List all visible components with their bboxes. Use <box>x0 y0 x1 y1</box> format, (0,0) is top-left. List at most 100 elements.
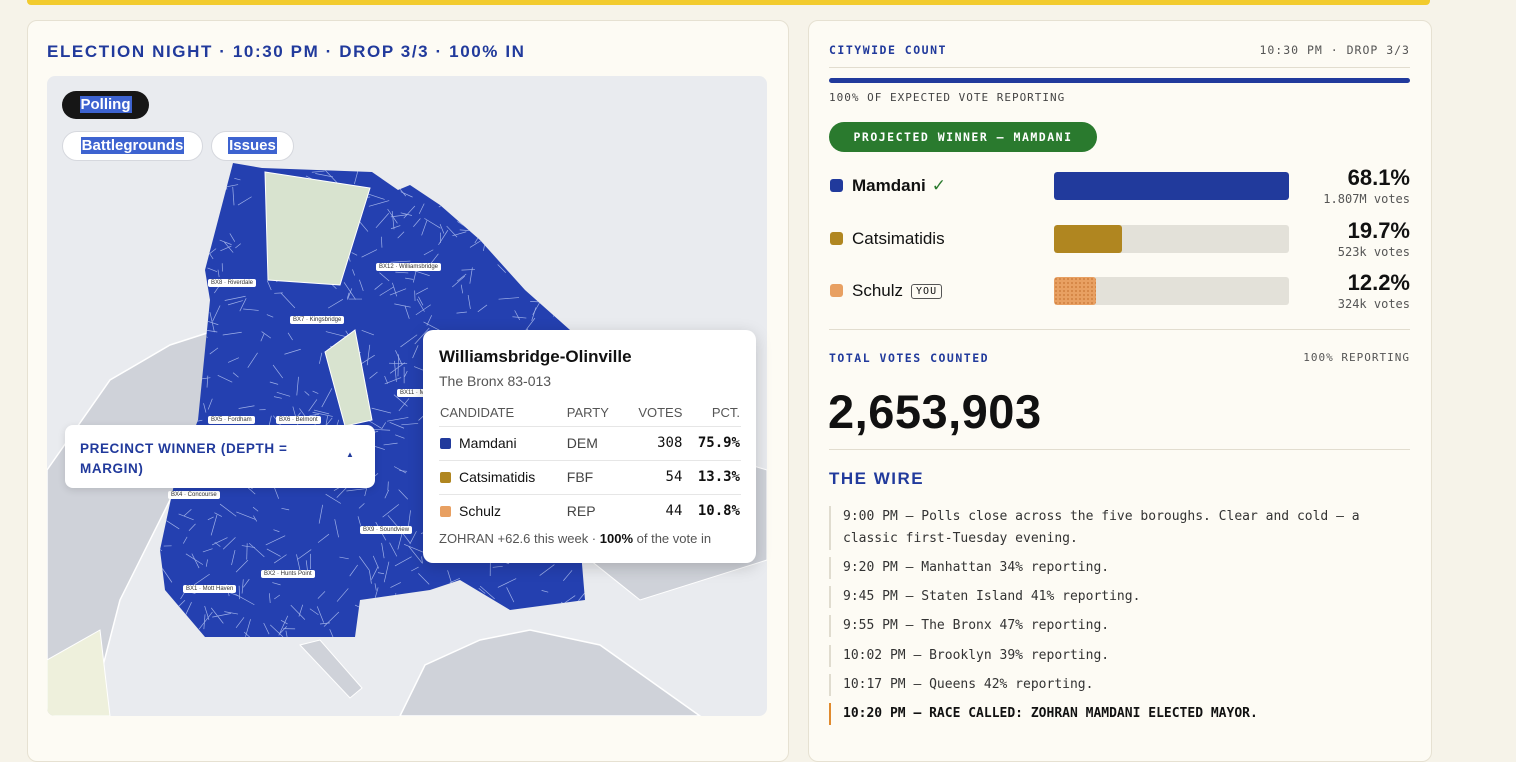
district-label: BX5 · Fordham <box>208 416 255 424</box>
precinct-edge <box>546 172 547 183</box>
divider <box>829 329 1410 330</box>
precinct-edge <box>203 166 217 180</box>
pct: 12.2% <box>1348 270 1410 296</box>
precinct-edge <box>631 323 643 326</box>
wire-item-called: 10:20 PM — RACE CALLED: ZOHRAN MAMDANI E… <box>829 703 1403 725</box>
layer-select-label: PRECINCT WINNER (DEPTH = MARGIN) <box>80 439 330 479</box>
precinct-edge <box>415 645 423 663</box>
precinct-edge <box>427 172 433 182</box>
precinct-edge <box>539 288 551 292</box>
precinct-edge <box>631 211 632 231</box>
precinct-edge <box>496 625 505 631</box>
precinct-edge <box>502 167 512 171</box>
tab-battlegrounds[interactable]: Battlegrounds <box>62 131 203 161</box>
precinct-edge <box>541 284 558 291</box>
precinct-edge <box>214 161 233 171</box>
precinct-edge <box>190 197 196 200</box>
district-label: BX6 · Belmont <box>276 416 321 424</box>
precinct-edge <box>414 650 417 667</box>
precinct-edge <box>395 618 399 631</box>
precinct-edge <box>186 269 199 276</box>
precinct-edge <box>595 175 604 185</box>
precinct-edge <box>402 629 411 634</box>
precinct-edge <box>226 177 227 190</box>
precinct-edge <box>625 273 628 283</box>
precinct-edge <box>544 241 565 245</box>
divider <box>829 449 1410 450</box>
precinct-edge <box>485 161 498 171</box>
col: VOTES <box>623 400 683 426</box>
votes: 324k votes <box>1338 297 1410 311</box>
candidate-cell: Schulz <box>439 494 566 528</box>
precinct-edge <box>590 223 599 226</box>
precinct-edge <box>640 163 655 168</box>
divider <box>829 67 1410 68</box>
precinct-edge <box>532 172 536 186</box>
wire-item: 9:55 PM — The Bronx 47% reporting. <box>829 615 1403 637</box>
precinct-edge <box>453 595 462 602</box>
precinct-edge <box>508 201 528 205</box>
precinct-edge <box>586 257 604 261</box>
precinct-edge <box>412 617 427 633</box>
precinct-edge <box>501 213 515 225</box>
tab-issues[interactable]: Issues <box>211 131 294 161</box>
precinct-edge <box>610 223 618 239</box>
pct: 68.1% <box>1348 165 1410 191</box>
total-votes: 2,653,903 <box>828 384 1042 439</box>
precinct-edge <box>152 327 156 332</box>
precinct-edge <box>175 161 183 164</box>
col: CANDIDATE <box>439 400 566 426</box>
precinct-edge <box>150 180 171 186</box>
precinct-edge <box>649 268 653 280</box>
page: ELECTION NIGHT · 10:30 PM · DROP 3/3 · 1… <box>0 0 1516 735</box>
precinct-edge <box>602 586 604 600</box>
precinct-edge <box>637 247 643 249</box>
precinct-edge <box>639 642 644 647</box>
tooltip: Williamsbridge-Olinville The Bronx 83-01… <box>423 330 756 563</box>
precinct-edge <box>148 639 152 648</box>
district-label: BX4 · Concourse <box>168 491 220 499</box>
pct: 19.7% <box>1348 218 1410 244</box>
wire-item: 10:02 PM — Brooklyn 39% reporting. <box>829 645 1403 667</box>
precinct-edge <box>462 202 464 209</box>
swatch <box>440 506 451 517</box>
precinct-edge <box>158 614 168 623</box>
district-label: BX7 · Kingsbridge <box>290 316 344 324</box>
page-title: ELECTION NIGHT · 10:30 PM · DROP 3/3 · 1… <box>47 42 526 62</box>
precinct-edge <box>632 237 634 246</box>
precinct-edge <box>376 615 379 621</box>
precinct-edge <box>455 612 468 620</box>
precinct-edge <box>617 161 620 172</box>
precinct-edge <box>577 283 586 288</box>
precinct-edge <box>186 220 193 227</box>
precinct-edge <box>588 191 607 200</box>
layer-select[interactable]: PRECINCT WINNER (DEPTH = MARGIN) ▲ <box>65 425 375 488</box>
precinct-edge <box>484 622 499 630</box>
island <box>300 640 362 698</box>
name: Schulz <box>852 281 903 300</box>
candidate: Catsimatidis <box>459 469 535 485</box>
precinct-edge <box>579 302 598 309</box>
tab-polling[interactable]: Polling <box>62 91 149 119</box>
pct: 75.9% <box>683 426 741 460</box>
precinct-edge <box>475 204 476 213</box>
precinct-edge <box>644 164 656 176</box>
precinct-edge <box>553 304 565 316</box>
wire-title: THE WIRE <box>829 469 924 489</box>
precinct-edge <box>443 640 454 647</box>
precinct-edge <box>475 178 483 188</box>
precinct-edge <box>616 315 619 322</box>
swatch <box>830 232 843 245</box>
top-accent <box>27 0 1430 5</box>
tooltip-title: Williamsbridge-Olinville <box>439 347 632 367</box>
precinct-edge <box>184 632 198 638</box>
precinct-edge <box>151 607 165 610</box>
precinct-edge <box>582 245 587 260</box>
precinct-edge <box>494 615 500 628</box>
precinct-edge <box>480 628 496 633</box>
total-label: TOTAL VOTES COUNTED <box>829 351 989 365</box>
precinct-edge <box>552 279 560 281</box>
swatch <box>440 438 451 449</box>
